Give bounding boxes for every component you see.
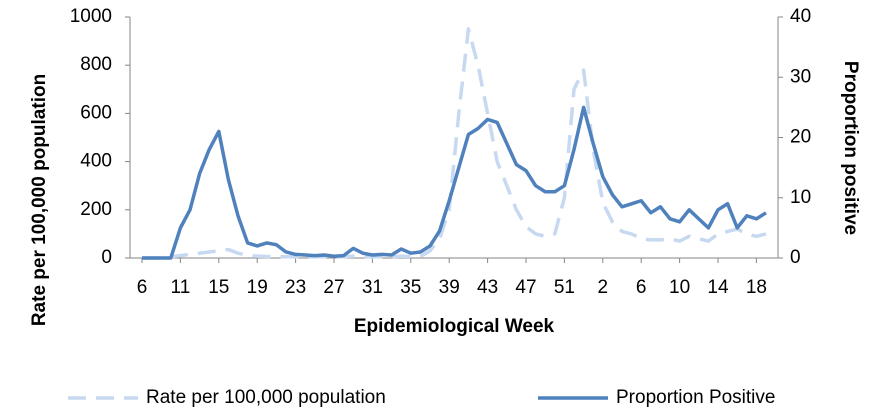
series-line <box>142 105 767 260</box>
x-tick-label: 51 <box>554 277 575 298</box>
x-tick-label: 27 <box>323 277 344 298</box>
x-tick-label: 15 <box>208 277 229 298</box>
series-line <box>142 27 767 260</box>
x-tick-label: 11 <box>171 277 191 298</box>
legend-label: Rate per 100,000 population <box>146 387 386 408</box>
y-tick-label: 0 <box>101 247 112 268</box>
x-tick-label: 35 <box>400 277 421 298</box>
x-tick-label: 23 <box>285 277 306 298</box>
y-tick-label: 200 <box>80 199 112 220</box>
y2-tick-label: 20 <box>790 127 811 148</box>
y2-tick-label: 30 <box>790 66 811 87</box>
y2-tick-label: 0 <box>790 247 801 268</box>
y-tick-label: 800 <box>80 54 112 75</box>
legend-label: Proportion Positive <box>616 387 775 408</box>
x-tick-label: 31 <box>362 277 383 298</box>
x-tick-label: 19 <box>247 277 268 298</box>
y-axis-title: Rate per 100,000 population <box>29 74 50 326</box>
x-tick-label: 39 <box>439 277 460 298</box>
x-tick-label: 2 <box>598 277 609 298</box>
x-tick-label: 14 <box>707 277 729 298</box>
x-tick-label: 10 <box>669 277 690 298</box>
x-tick-label: 18 <box>746 277 767 298</box>
x-tick-label: 6 <box>137 277 148 298</box>
x-axis-title: Epidemiological Week <box>354 316 555 337</box>
x-tick-label: 6 <box>636 277 647 298</box>
y-tick-label: 400 <box>80 151 112 172</box>
y2-tick-label: 10 <box>790 187 811 208</box>
x-tick-label: 47 <box>515 277 536 298</box>
x-tick-label: 43 <box>477 277 498 298</box>
y2-tick-label: 40 <box>790 6 811 27</box>
y2-axis-title: Proportion positive <box>840 61 861 235</box>
y-tick-label: 600 <box>80 102 112 123</box>
y-tick-label: 1000 <box>70 6 112 27</box>
